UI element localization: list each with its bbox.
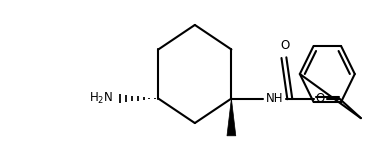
Text: O: O xyxy=(281,39,290,52)
Text: O: O xyxy=(315,92,324,105)
Polygon shape xyxy=(227,99,236,136)
Text: H$_2$N: H$_2$N xyxy=(89,91,113,106)
Text: NH: NH xyxy=(266,92,283,105)
